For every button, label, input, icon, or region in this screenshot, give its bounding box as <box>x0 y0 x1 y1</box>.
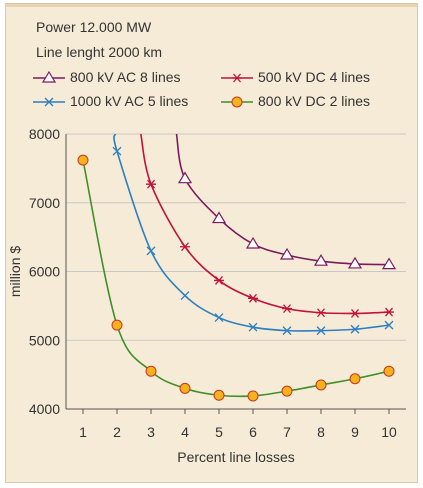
legend-item-1000kv-ac: 1000 kV AC 5 lines <box>32 93 217 111</box>
data-point-2-6 <box>316 326 326 336</box>
x-axis-label: Percent line losses <box>177 449 295 465</box>
data-point-0-4 <box>313 254 329 266</box>
data-point-1-4 <box>282 304 292 314</box>
data-point-0-3 <box>279 247 295 260</box>
y-tick-label-6000: 6000 <box>29 264 60 280</box>
legend-marker-1 <box>232 73 242 83</box>
data-point-3-0 <box>77 154 89 166</box>
data-point-3-3 <box>179 382 191 394</box>
x-tick-label-9: 9 <box>351 424 359 440</box>
series-line-3 <box>82 159 390 398</box>
data-point-0-1 <box>211 211 227 224</box>
legend-label-1000kv-ac: 1000 kV AC 5 lines <box>70 93 189 109</box>
data-point-2-8 <box>384 320 394 330</box>
x-tick-label-4: 4 <box>181 424 189 440</box>
data-point-2-1 <box>146 246 156 256</box>
legend-marker-0 <box>41 70 57 83</box>
data-point-0-6 <box>381 257 397 270</box>
x-tick-label-7: 7 <box>283 424 291 440</box>
data-point-3-4 <box>213 389 225 401</box>
legend-marker-3 <box>231 96 243 108</box>
data-point-1-6 <box>350 309 360 318</box>
legend-item-800kv-dc: 800 kV DC 2 lines <box>220 93 405 111</box>
data-point-3-2 <box>145 365 157 377</box>
series-2 <box>112 133 394 336</box>
legend-label-500kv-dc: 500 kV DC 4 lines <box>258 69 371 85</box>
data-point-1-0 <box>146 179 156 189</box>
legend-item-800kv-ac: 800 kV AC 8 lines <box>32 69 217 87</box>
y-axis-label: million $ <box>7 246 23 298</box>
y-tick-label-7000: 7000 <box>29 195 60 211</box>
line-chart: 4000 5000 6000 7000 8000 1 2 3 4 5 6 7 8 9 10 Percent … <box>7 126 406 465</box>
legend-marker-x <box>33 97 65 107</box>
tick-labels: 4000 5000 6000 7000 8000 1 2 3 4 5 6 7 8 9 10 <box>29 126 397 440</box>
series-line-0 <box>175 133 390 266</box>
data-point-1-3 <box>248 293 258 303</box>
data-point-2-3 <box>214 313 224 323</box>
legend-label-800kv-ac: 800 kV AC 8 lines <box>70 69 181 85</box>
y-tick-label-5000: 5000 <box>29 332 60 348</box>
data-point-3-1 <box>111 319 123 331</box>
legend-label-800kv-dc: 800 kV DC 2 lines <box>258 93 371 109</box>
series-layer <box>77 133 397 402</box>
legend-marker-2 <box>44 97 54 107</box>
x-tick-label-5: 5 <box>215 424 223 440</box>
grid-lines <box>66 133 406 410</box>
top-rule <box>6 4 417 7</box>
x-tick-label-6: 6 <box>249 424 257 440</box>
series-0 <box>175 133 397 270</box>
data-point-2-4 <box>248 322 258 332</box>
x-tick-label-8: 8 <box>317 424 325 440</box>
y-tick-label-4000: 4000 <box>29 401 60 417</box>
power-note: Power 12.000 MW <box>36 19 152 35</box>
series-1 <box>140 133 394 318</box>
data-point-2-2 <box>180 291 190 301</box>
series-line-2 <box>113 133 390 332</box>
data-point-3-8 <box>349 373 361 385</box>
legend-marker-star <box>221 73 253 83</box>
y-tick-label-8000: 8000 <box>29 126 60 142</box>
data-point-2-7 <box>350 324 360 334</box>
x-tick-label-3: 3 <box>147 424 155 440</box>
data-point-1-2 <box>214 276 224 285</box>
legend-marker-triangle <box>33 70 65 83</box>
series-3 <box>77 154 395 402</box>
data-point-3-5 <box>247 390 259 402</box>
legend-marker-circle <box>221 96 253 108</box>
data-point-2-5 <box>282 326 292 336</box>
data-point-3-9 <box>383 365 395 377</box>
data-point-1-1 <box>180 242 190 252</box>
length-note: Line lenght 2000 km <box>36 44 163 60</box>
data-point-1-7 <box>384 307 394 317</box>
data-point-2-0 <box>112 146 122 156</box>
axes <box>65 134 406 410</box>
chart-panel: Power 12.000 MW Line lenght 2000 km 800 … <box>5 3 418 483</box>
data-point-1-5 <box>316 308 326 318</box>
data-point-0-0 <box>177 171 193 184</box>
x-tick-label-1: 1 <box>79 424 87 440</box>
legend-item-500kv-dc: 500 kV DC 4 lines <box>220 69 405 87</box>
data-point-3-6 <box>281 385 293 397</box>
data-point-0-2 <box>245 236 261 249</box>
x-tick-label-2: 2 <box>113 424 121 440</box>
x-tick-label-10: 10 <box>381 424 397 440</box>
series-line-1 <box>140 133 390 315</box>
data-point-3-7 <box>315 379 327 391</box>
data-point-0-5 <box>347 256 363 269</box>
